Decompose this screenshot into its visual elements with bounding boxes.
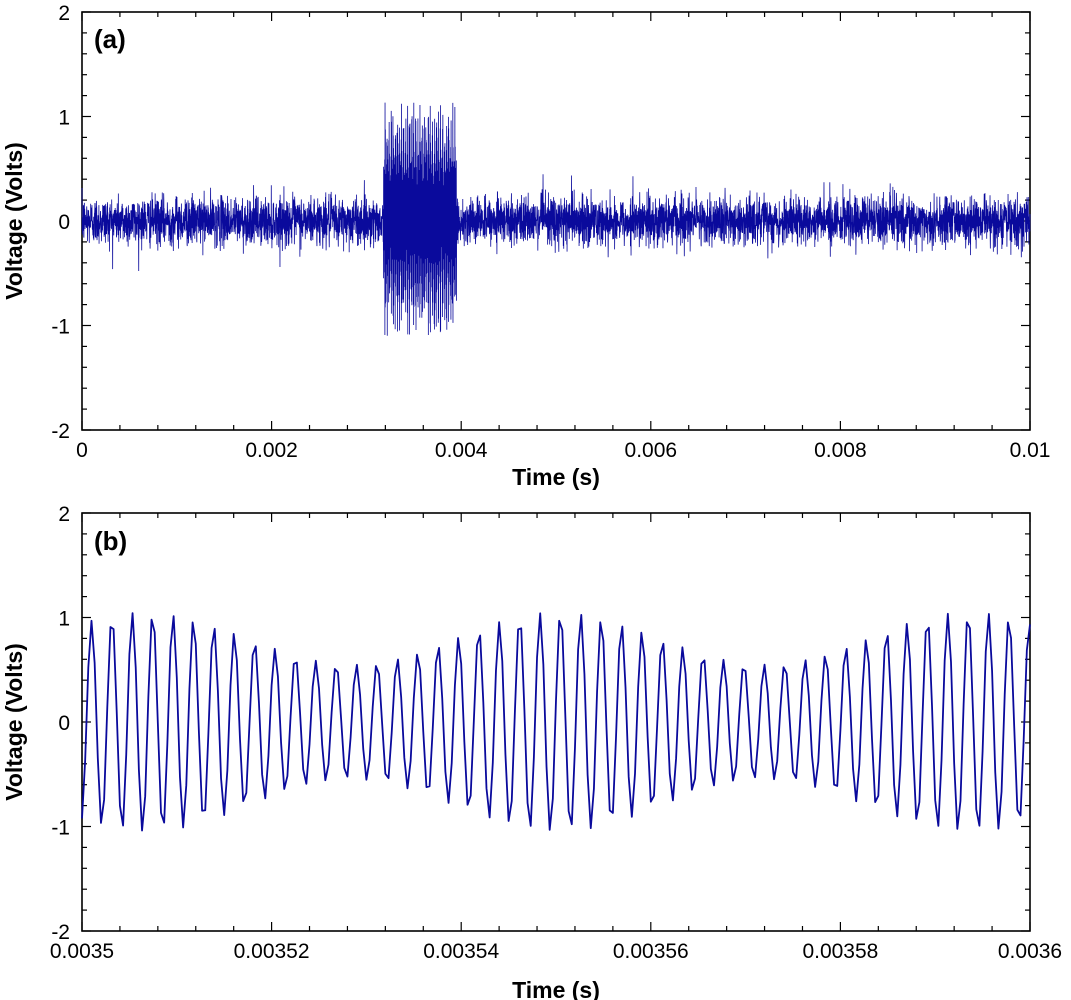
panel-a-y-tick-label: 0: [58, 211, 70, 234]
panel-b-x-tick-label: 0.00352: [234, 940, 310, 963]
panel-b-minor-ticks: [82, 513, 1030, 931]
panel-b-ticks: 0.0035 0.00352 0.00354 0.00356 0.00358 0.0036…: [50, 503, 1062, 963]
panel-b-y-tick-label: 2: [58, 503, 70, 526]
panel-a-x-tick-label: 0.002: [245, 439, 298, 462]
panel-a-y-axis-title: Voltage (Volts): [1, 142, 27, 300]
panel-b-y-tick-label: -1: [51, 817, 70, 840]
panel-a-x-axis-title: Time (s): [512, 464, 600, 490]
panel-a-x-tick-label: 0: [76, 439, 88, 462]
panel-a-x-tick-label: 0.008: [814, 439, 867, 462]
panel-b-x-tick-label: 0.0036: [998, 940, 1062, 963]
panel-a-x-tick-label: 0.01: [1010, 439, 1051, 462]
panel-b-x-tick-label: 0.0035: [50, 940, 114, 963]
panel-b-x-tick-label: 0.00358: [802, 940, 878, 963]
panel-a-ticks: 0 0.002 0.004 0.006 0.008 0.01 -2 -1 0 1 2: [51, 2, 1050, 462]
panel-a-y-tick-label: 2: [58, 2, 70, 25]
panel-a-signal-line: [81, 102, 1031, 336]
panel-a: 0 0.002 0.004 0.006 0.008 0.01 -2 -1 0 1 2 (a) Tim…: [1, 2, 1050, 490]
panel-a-x-tick-label: 0.004: [435, 439, 488, 462]
panel-a-y-tick-label: -2: [51, 420, 70, 443]
panel-b-label: (b): [94, 526, 127, 556]
panel-a-label: (a): [94, 24, 126, 54]
panel-b-y-tick-label: 1: [58, 608, 70, 631]
panel-a-minor-ticks: [82, 12, 1030, 430]
panel-b-y-tick-label: -2: [51, 921, 70, 944]
panel-b-x-axis-title: Time (s): [512, 977, 600, 1000]
panel-a-x-tick-label: 0.006: [625, 439, 678, 462]
panel-a-y-tick-label: -1: [51, 316, 70, 339]
panel-a-y-tick-label: 1: [58, 107, 70, 130]
panel-b-signal-line: [81, 612, 1031, 832]
panel-b-y-tick-label: 0: [58, 712, 70, 735]
panel-b-y-axis-title: Voltage (Volts): [1, 643, 27, 801]
panel-b: 0.0035 0.00352 0.00354 0.00356 0.00358 0.0036…: [1, 503, 1062, 1000]
panel-b-x-tick-label: 0.00356: [613, 940, 689, 963]
panel-b-x-tick-label: 0.00354: [423, 940, 499, 963]
